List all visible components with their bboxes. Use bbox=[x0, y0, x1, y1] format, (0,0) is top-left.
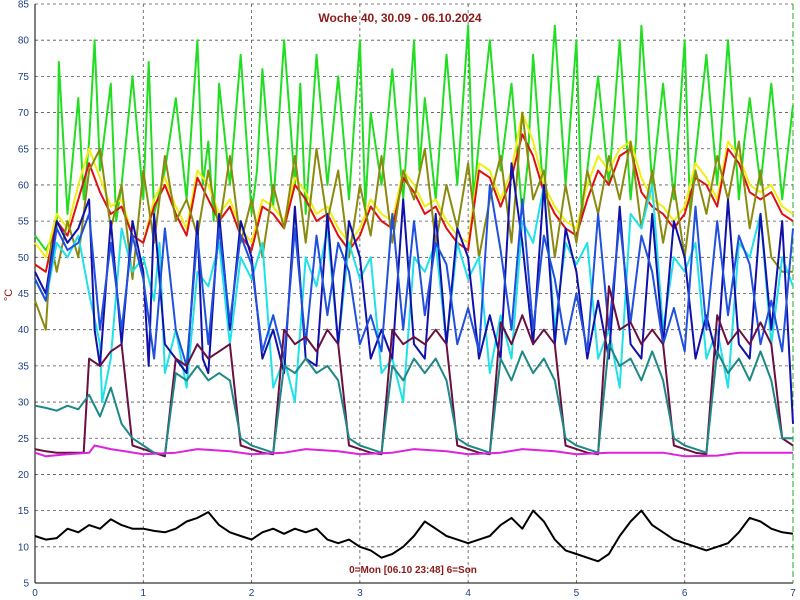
axes bbox=[34, 4, 794, 584]
series-line-8 bbox=[34, 285, 794, 458]
x-tick-label: 4 bbox=[465, 588, 471, 599]
y-axis-label: °C bbox=[3, 289, 15, 301]
y-tick-label: 15 bbox=[18, 506, 30, 517]
x-tick-label: 7 bbox=[790, 588, 796, 599]
y-tick-label: 50 bbox=[18, 253, 30, 264]
series-line-5 bbox=[34, 183, 794, 404]
series-line-1 bbox=[34, 24, 794, 252]
x-tick-label: 6 bbox=[682, 588, 688, 599]
series-line-7 bbox=[34, 183, 794, 367]
y-tick-label: 65 bbox=[18, 144, 30, 155]
y-tick-label: 10 bbox=[18, 542, 30, 553]
y-tick-label: 40 bbox=[18, 325, 30, 336]
y-tick-label: 20 bbox=[18, 470, 30, 481]
series-line-4 bbox=[34, 111, 793, 331]
series-line-10 bbox=[34, 444, 793, 458]
y-tick-label: 45 bbox=[18, 289, 30, 300]
y-tick-label: 80 bbox=[18, 36, 30, 47]
y-tick-label: 75 bbox=[18, 72, 30, 83]
x-tick-label: 5 bbox=[574, 588, 580, 599]
series-line-11 bbox=[34, 509, 794, 563]
x-tick-label: 2 bbox=[249, 588, 255, 599]
y-tick-label: 5 bbox=[23, 579, 29, 590]
y-tick-label: 60 bbox=[18, 180, 30, 191]
x-tick-label: 0 bbox=[32, 588, 38, 599]
series-lines bbox=[34, 24, 794, 563]
x-tick-label: 1 bbox=[141, 588, 147, 599]
y-tick-label: 30 bbox=[18, 398, 30, 409]
x-tick-label: 3 bbox=[357, 588, 363, 599]
y-tick-label: 25 bbox=[18, 434, 30, 445]
y-tick-label: 70 bbox=[18, 108, 30, 119]
y-tick-label: 85 bbox=[18, 0, 30, 11]
chart-title: Woche 40, 30.09 - 06.10.2024 bbox=[318, 11, 482, 25]
chart-footer-note: 0=Mon [06.10 23:48] 6=Son bbox=[349, 565, 477, 576]
y-tick-label: 35 bbox=[18, 361, 30, 372]
y-tick-label: 55 bbox=[18, 217, 30, 228]
